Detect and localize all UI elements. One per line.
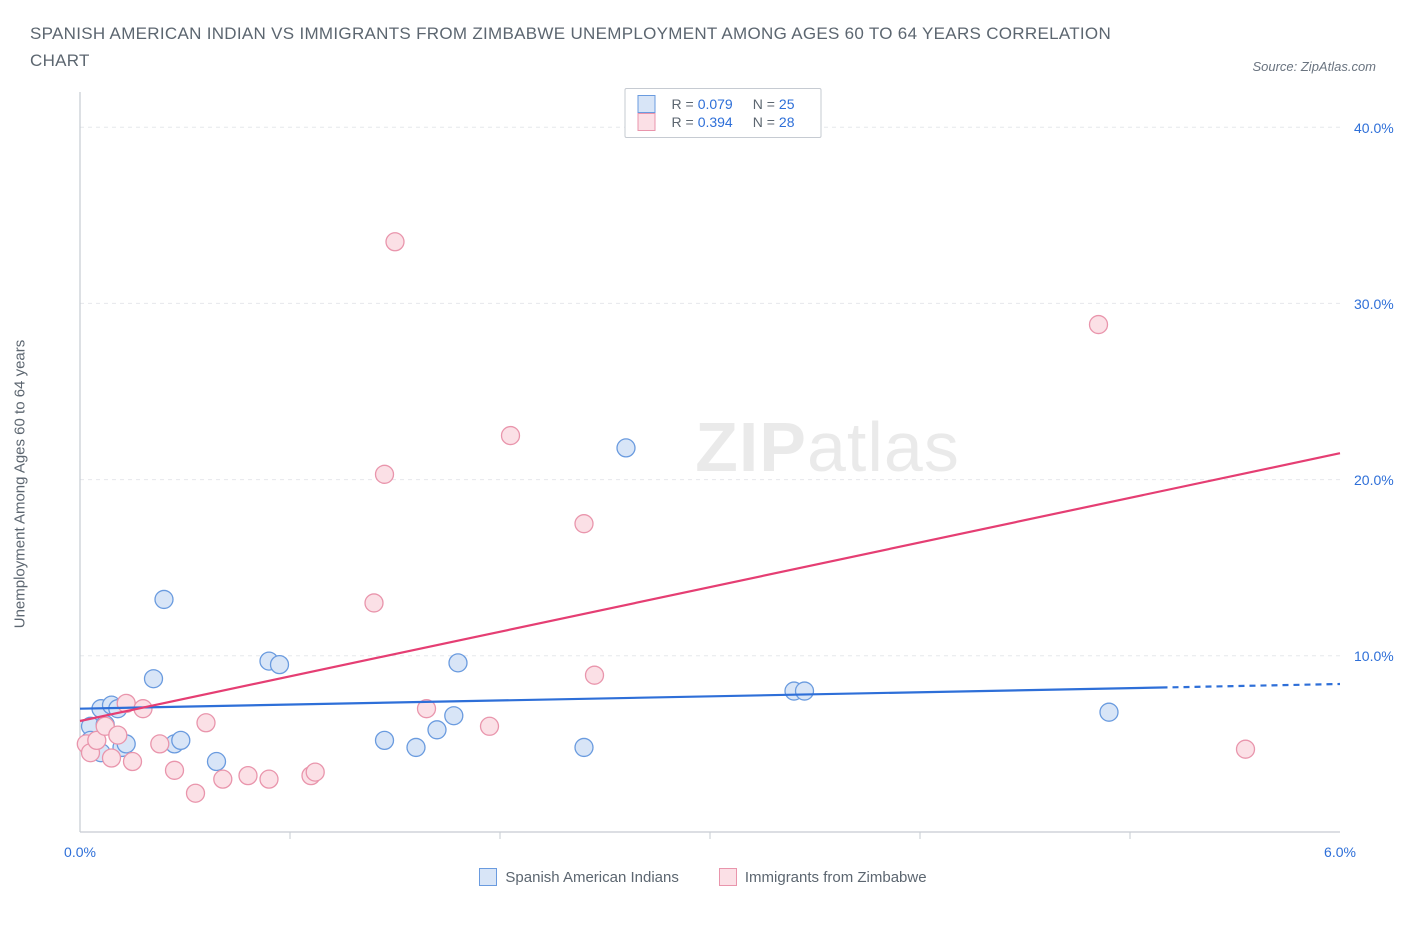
data-point — [502, 427, 520, 445]
data-point — [428, 721, 446, 739]
legend-n-label: N = — [753, 114, 775, 130]
data-point — [1090, 316, 1108, 334]
data-point — [239, 767, 257, 785]
data-point — [103, 749, 121, 767]
x-tick-label: 6.0% — [1324, 844, 1356, 860]
legend-item: Spanish American Indians — [479, 868, 678, 886]
legend-n-label: N = — [753, 96, 775, 112]
legend-swatch — [479, 868, 497, 886]
legend-r-label: R = — [672, 114, 694, 130]
y-tick-label: 20.0% — [1354, 472, 1394, 488]
data-point — [386, 233, 404, 251]
data-point — [208, 753, 226, 771]
data-point — [109, 726, 127, 744]
data-point — [166, 762, 184, 780]
data-point — [155, 591, 173, 609]
x-tick-label: 0.0% — [64, 844, 96, 860]
trend-line-extrapolated — [1162, 684, 1341, 688]
source-label: Source: ZipAtlas.com — [1252, 59, 1376, 74]
y-axis-label: Unemployment Among Ages 60 to 64 years — [12, 340, 29, 629]
legend-swatch — [719, 868, 737, 886]
legend-item: Immigrants from Zimbabwe — [719, 868, 927, 886]
legend-n-value: 25 — [779, 96, 795, 112]
data-point — [260, 771, 278, 789]
data-point — [481, 718, 499, 736]
data-point — [172, 732, 190, 750]
data-point — [407, 739, 425, 757]
legend-n-value: 28 — [779, 114, 795, 130]
data-point — [575, 739, 593, 757]
data-point — [271, 656, 289, 674]
data-point — [449, 654, 467, 672]
legend-stats: R =0.079 N =25 R =0.394 N =28 — [625, 88, 822, 138]
legend-series-label: Spanish American Indians — [505, 869, 678, 886]
data-point — [376, 466, 394, 484]
data-point — [796, 682, 814, 700]
data-point — [306, 763, 324, 781]
data-point — [376, 732, 394, 750]
legend-swatch — [638, 95, 656, 113]
data-point — [1237, 741, 1255, 759]
chart-title: SPANISH AMERICAN INDIAN VS IMMIGRANTS FR… — [30, 20, 1130, 74]
data-point — [124, 753, 142, 771]
trend-line — [80, 688, 1162, 709]
data-point — [187, 785, 205, 803]
data-point — [365, 594, 383, 612]
data-point — [145, 670, 163, 688]
data-point — [575, 515, 593, 533]
trend-line — [80, 454, 1340, 722]
data-point — [214, 771, 232, 789]
scatter-chart — [70, 82, 1370, 842]
data-point — [445, 707, 463, 725]
data-point — [1100, 704, 1118, 722]
data-point — [197, 714, 215, 732]
data-point — [617, 439, 635, 457]
data-point — [151, 735, 169, 753]
y-tick-label: 10.0% — [1354, 648, 1394, 664]
legend-r-value: 0.079 — [698, 96, 733, 112]
y-tick-label: 30.0% — [1354, 296, 1394, 312]
data-point — [586, 667, 604, 685]
legend-r-label: R = — [672, 96, 694, 112]
legend-swatch — [638, 113, 656, 131]
y-tick-label: 40.0% — [1354, 120, 1394, 136]
legend-r-value: 0.394 — [698, 114, 733, 130]
legend-series: Spanish American Indians Immigrants from … — [30, 868, 1376, 886]
legend-series-label: Immigrants from Zimbabwe — [745, 869, 927, 886]
